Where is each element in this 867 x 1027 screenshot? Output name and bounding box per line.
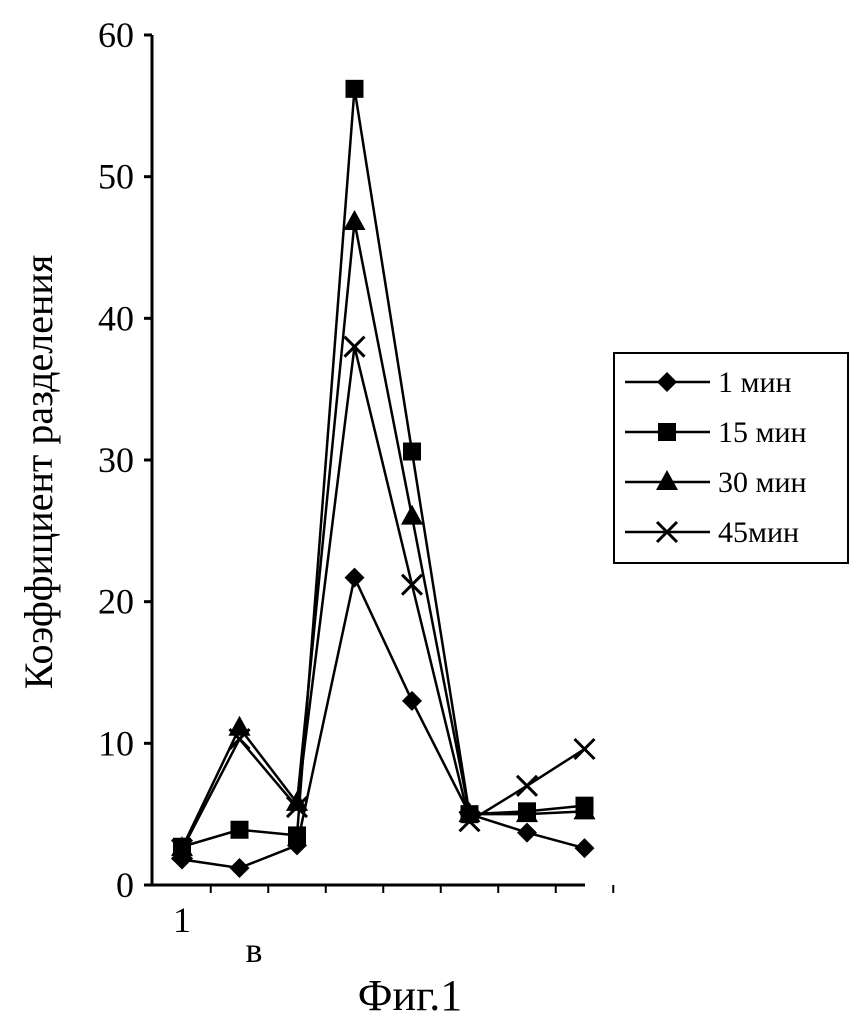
y-axis-title: Коэффициент разделения <box>16 255 61 689</box>
x-tick-label-second: в <box>246 930 263 970</box>
legend-label: 45мин <box>718 516 799 549</box>
x-tick-label-first: 1 <box>173 900 191 940</box>
data-point <box>402 575 422 595</box>
series-4 <box>172 337 595 860</box>
series-line <box>182 222 585 848</box>
data-point <box>575 739 595 759</box>
figure-caption: Фиг.1 <box>358 971 462 1020</box>
legend: 1 мин 15 мин 30 мин 45мин <box>614 353 848 563</box>
legend-label: 15 мин <box>718 416 807 449</box>
y-tick-label-0: 0 <box>116 865 134 905</box>
y-tick-label-40: 40 <box>98 298 134 338</box>
series-group <box>171 80 596 878</box>
data-point <box>517 823 537 843</box>
data-point <box>231 821 249 839</box>
data-point <box>517 776 537 796</box>
y-tick-label-10: 10 <box>98 723 134 763</box>
data-point <box>403 443 421 461</box>
y-ticks: 0 10 20 30 40 50 60 <box>98 15 152 905</box>
series-3 <box>171 210 596 856</box>
data-point <box>345 568 365 588</box>
data-point <box>344 210 366 230</box>
series-line <box>182 347 585 850</box>
y-tick-label-20: 20 <box>98 582 134 622</box>
y-tick-label-30: 30 <box>98 440 134 480</box>
data-point <box>346 80 364 98</box>
legend-label: 30 мин <box>718 466 807 499</box>
data-point <box>230 858 250 878</box>
y-tick-label-50: 50 <box>98 157 134 197</box>
legend-label: 1 мин <box>718 366 792 399</box>
data-point <box>575 838 595 858</box>
legend-marker <box>658 423 676 441</box>
data-point <box>402 691 422 711</box>
y-tick-label-60: 60 <box>98 15 134 55</box>
data-point <box>288 826 306 844</box>
